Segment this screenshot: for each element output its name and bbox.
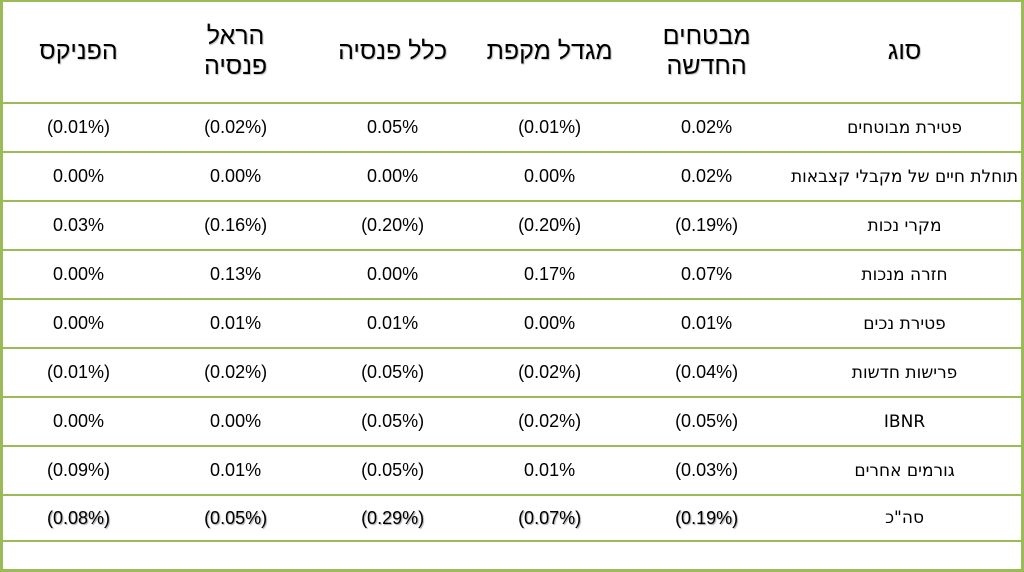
header-clal-label: כלל פנסיה <box>338 37 448 65</box>
cell-menora: (0.19%) <box>628 201 786 251</box>
header-type-label: סוג <box>887 37 922 65</box>
cell-clal: (0.05%) <box>314 348 472 398</box>
cell-clal: 0.01% <box>314 299 472 349</box>
empty-cell <box>0 541 1024 572</box>
total-harel: (0.05%) <box>157 495 315 542</box>
header-row: סוג מבטחים החדשה מגדל מקפת כלל פנסיה הרא… <box>0 0 1024 104</box>
cell-phoenix: 0.00% <box>0 397 158 447</box>
cell-phoenix: 0.00% <box>0 299 158 349</box>
cell-migdal: 0.01% <box>471 446 629 496</box>
header-phoenix: הפניקס <box>0 0 158 104</box>
header-harel: הראל פנסיה <box>157 0 315 104</box>
cell-clal: 0.05% <box>314 103 472 153</box>
cell-phoenix: 0.03% <box>0 201 158 251</box>
cell-phoenix: (0.09%) <box>0 446 158 496</box>
cell-harel: 0.01% <box>157 446 315 496</box>
row-type: גורמים אחרים <box>785 446 1024 496</box>
cell-migdal: (0.20%) <box>471 201 629 251</box>
header-harel-line1: הראל <box>206 22 265 50</box>
cell-harel: 0.13% <box>157 250 315 300</box>
cell-migdal: (0.02%) <box>471 397 629 447</box>
row-type: תוחלת חיים של מקבלי קצבאות <box>785 152 1024 202</box>
table-row: פטירת מבוטחים 0.02% (0.01%) 0.05% (0.02%… <box>0 103 1024 153</box>
total-menora: (0.19%) <box>628 495 786 542</box>
total-row: סה"כ (0.19%) (0.07%) (0.29%) (0.05%) (0.… <box>0 495 1024 542</box>
cell-migdal: 0.00% <box>471 152 629 202</box>
table-row: תוחלת חיים של מקבלי קצבאות 0.02% 0.00% 0… <box>0 152 1024 202</box>
cell-clal: 0.00% <box>314 250 472 300</box>
table-row: פטירת נכים 0.01% 0.00% 0.01% 0.01% 0.00% <box>0 299 1024 349</box>
cell-migdal: (0.01%) <box>471 103 629 153</box>
cell-clal: (0.05%) <box>314 397 472 447</box>
total-phoenix: (0.08%) <box>0 495 158 542</box>
empty-row <box>0 541 1024 572</box>
cell-migdal: 0.17% <box>471 250 629 300</box>
header-clal: כלל פנסיה <box>314 0 472 104</box>
cell-harel: 0.00% <box>157 397 315 447</box>
cell-menora: (0.03%) <box>628 446 786 496</box>
cell-menora: 0.02% <box>628 103 786 153</box>
cell-harel: (0.16%) <box>157 201 315 251</box>
cell-clal: (0.20%) <box>314 201 472 251</box>
cell-menora: 0.02% <box>628 152 786 202</box>
row-type: מקרי נכות <box>785 201 1024 251</box>
table-row: חזרה מנכות 0.07% 0.17% 0.00% 0.13% 0.00% <box>0 250 1024 300</box>
total-label: סה"כ <box>785 495 1024 542</box>
header-harel-line2: פנסיה <box>203 52 268 80</box>
cell-migdal: (0.02%) <box>471 348 629 398</box>
header-phoenix-label: הפניקס <box>39 37 118 65</box>
total-migdal: (0.07%) <box>471 495 629 542</box>
header-migdal: מגדל מקפת <box>471 0 629 104</box>
table-row: IBNR (0.05%) (0.02%) (0.05%) 0.00% 0.00% <box>0 397 1024 447</box>
cell-migdal: 0.00% <box>471 299 629 349</box>
cell-menora: 0.01% <box>628 299 786 349</box>
table-row: מקרי נכות (0.19%) (0.20%) (0.20%) (0.16%… <box>0 201 1024 251</box>
header-migdal-label: מגדל מקפת <box>486 37 613 65</box>
cell-harel: 0.01% <box>157 299 315 349</box>
header-menora-line2: החדשה <box>666 52 747 80</box>
cell-phoenix: 0.00% <box>0 152 158 202</box>
cell-menora: 0.07% <box>628 250 786 300</box>
cell-clal: (0.05%) <box>314 446 472 496</box>
header-menora: מבטחים החדשה <box>628 0 786 104</box>
row-type: IBNR <box>785 397 1024 447</box>
table-row: גורמים אחרים (0.03%) 0.01% (0.05%) 0.01%… <box>0 446 1024 496</box>
row-type: חזרה מנכות <box>785 250 1024 300</box>
cell-clal: 0.00% <box>314 152 472 202</box>
cell-menora: (0.04%) <box>628 348 786 398</box>
header-menora-line1: מבטחים <box>662 22 751 50</box>
total-clal: (0.29%) <box>314 495 472 542</box>
header-type: סוג <box>785 0 1024 104</box>
cell-harel: (0.02%) <box>157 348 315 398</box>
cell-phoenix: 0.00% <box>0 250 158 300</box>
cell-phoenix: (0.01%) <box>0 103 158 153</box>
table-row: פרישות חדשות (0.04%) (0.02%) (0.05%) (0.… <box>0 348 1024 398</box>
row-type: פרישות חדשות <box>785 348 1024 398</box>
cell-phoenix: (0.01%) <box>0 348 158 398</box>
row-type: פטירת מבוטחים <box>785 103 1024 153</box>
row-type: פטירת נכים <box>785 299 1024 349</box>
cell-harel: 0.00% <box>157 152 315 202</box>
cell-menora: (0.05%) <box>628 397 786 447</box>
cell-harel: (0.02%) <box>157 103 315 153</box>
